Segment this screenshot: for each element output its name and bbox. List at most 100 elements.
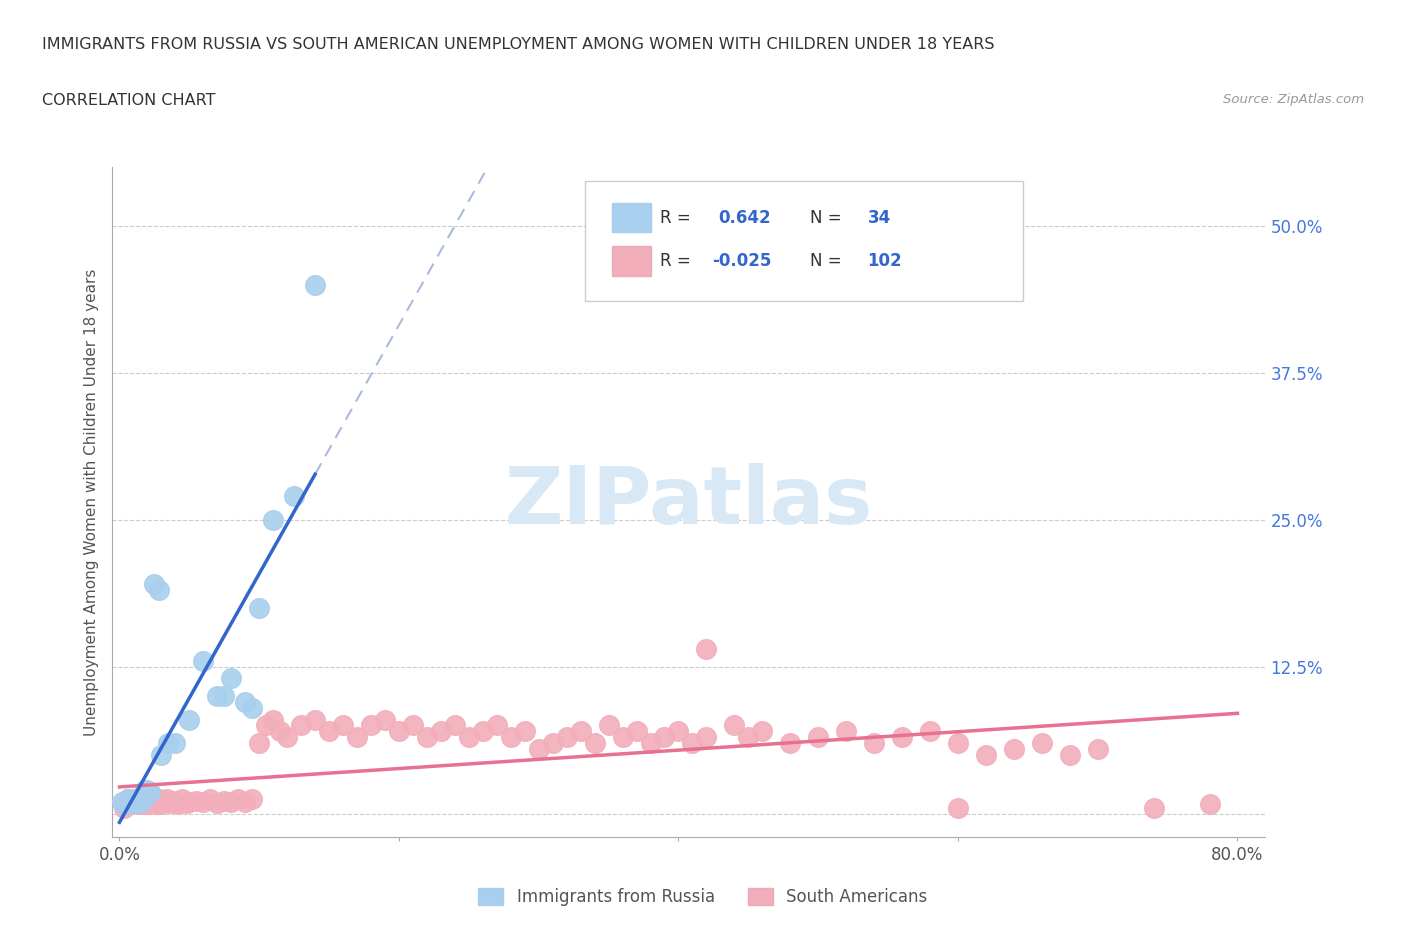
Point [723,718,745,733]
Point [146,797,169,812]
Point [143,577,166,591]
Point [207,688,229,703]
Point [262,512,284,527]
Text: IMMIGRANTS FROM RUSSIA VS SOUTH AMERICAN UNEMPLOYMENT AMONG WOMEN WITH CHILDREN : IMMIGRANTS FROM RUSSIA VS SOUTH AMERICAN… [42,37,994,52]
Point [162,793,184,808]
Text: 34: 34 [868,208,891,227]
Point [132,795,155,810]
Point [1198,797,1220,812]
Point [131,792,153,807]
Point [681,736,703,751]
Point [122,792,145,807]
Point [946,736,969,751]
Point [779,736,801,751]
Point [138,794,160,809]
Point [111,794,134,809]
Point [159,795,181,810]
Point [219,671,242,685]
Point [121,793,143,808]
Point [150,748,173,763]
Point [186,793,208,808]
Point [318,724,340,738]
Point [388,724,411,738]
Point [276,730,298,745]
Point [444,718,467,733]
Point [695,730,717,745]
Point [200,792,222,807]
Point [118,794,141,809]
Point [115,797,138,812]
Point [304,712,326,727]
Point [156,792,179,807]
FancyBboxPatch shape [612,246,651,276]
Point [416,730,439,745]
Point [918,724,941,738]
Point [290,718,312,733]
Point [117,792,139,807]
Point [214,688,236,703]
Point [654,730,676,745]
Point [513,724,536,738]
Point [129,792,152,807]
Point [471,724,494,738]
Point [219,794,242,809]
Point [141,792,163,807]
Text: CORRELATION CHART: CORRELATION CHART [42,93,215,108]
Point [179,712,201,727]
Point [240,792,263,807]
Point [695,642,717,657]
Point [269,724,291,738]
Point [120,795,142,810]
Point [142,795,165,810]
Point [172,792,194,807]
Point [193,794,215,809]
Point [136,782,159,797]
Point [128,794,150,809]
Point [112,797,135,812]
Text: 102: 102 [868,252,903,270]
Point [139,797,162,812]
Point [112,800,135,815]
Point [134,793,156,808]
Point [127,793,149,808]
Point [626,724,648,738]
Text: N =: N = [810,252,846,270]
Point [122,794,145,809]
Point [485,718,508,733]
Point [125,795,148,810]
Point [121,793,143,808]
Point [179,794,201,809]
Point [527,741,550,756]
Point [145,794,167,809]
Point [176,795,198,810]
Point [214,793,236,808]
Point [863,736,886,751]
Point [233,695,256,710]
Point [402,718,425,733]
Point [569,724,592,738]
Point [120,795,142,810]
Point [835,724,858,738]
Text: R =: R = [661,252,696,270]
Point [583,736,606,751]
Point [751,724,773,738]
Point [1059,748,1081,763]
Point [247,736,270,751]
Point [332,718,354,733]
Text: -0.025: -0.025 [711,252,772,270]
Point [974,748,997,763]
Point [555,730,578,745]
Point [207,795,229,810]
Point [1142,800,1164,815]
Text: R =: R = [661,208,696,227]
Point [226,792,249,807]
Point [148,583,170,598]
Point [157,736,180,751]
Point [668,724,690,738]
Point [891,730,914,745]
Point [737,730,759,745]
Point [1087,741,1109,756]
Point [150,797,173,812]
Point [254,718,277,733]
Point [1002,741,1025,756]
